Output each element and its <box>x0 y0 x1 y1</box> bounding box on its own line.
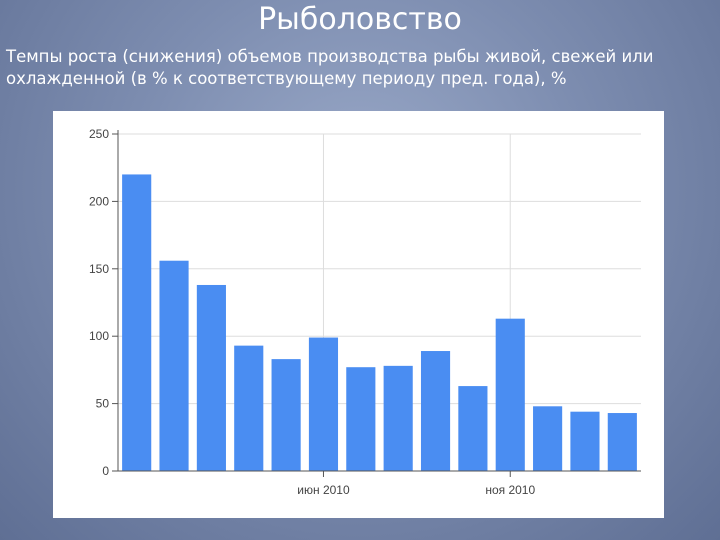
y-tick-label: 50 <box>96 397 110 411</box>
y-tick-label: 0 <box>102 464 109 478</box>
grid-layer <box>118 133 641 471</box>
labels-layer: 0 50 100 150 200 250 июн 2010 ноя 2010 <box>89 127 536 497</box>
bar-3 <box>196 284 226 471</box>
bar-14 <box>607 413 637 471</box>
bars-layer <box>122 174 637 471</box>
bar-chart: 0 50 100 150 200 250 июн 2010 ноя 2010 <box>89 127 641 497</box>
bar-12 <box>533 406 563 471</box>
bar-2 <box>159 260 189 471</box>
bar-5 <box>271 359 301 471</box>
y-tick-label: 100 <box>89 329 109 343</box>
bar-11 <box>495 318 525 471</box>
bar-8 <box>383 365 413 471</box>
slide-subtitle: Темпы роста (снижения) объемов производс… <box>6 47 654 88</box>
x-tick-label: ноя 2010 <box>485 483 535 497</box>
bar-13 <box>570 411 600 471</box>
bar-10 <box>458 386 488 471</box>
bar-7 <box>346 367 376 471</box>
y-tick-label: 250 <box>89 127 109 141</box>
bar-4 <box>234 345 264 471</box>
axis-layer <box>112 130 641 477</box>
y-tick-label: 200 <box>89 194 109 208</box>
slide-title: Рыболовство <box>258 2 462 37</box>
chart-panel: 0 50 100 150 200 250 июн 2010 ноя 2010 <box>53 111 664 518</box>
y-tick-label: 150 <box>89 262 109 276</box>
x-tick-label: июн 2010 <box>297 483 350 497</box>
bar-9 <box>420 351 451 471</box>
bar-6 <box>308 337 339 471</box>
bar-1 <box>122 174 152 471</box>
